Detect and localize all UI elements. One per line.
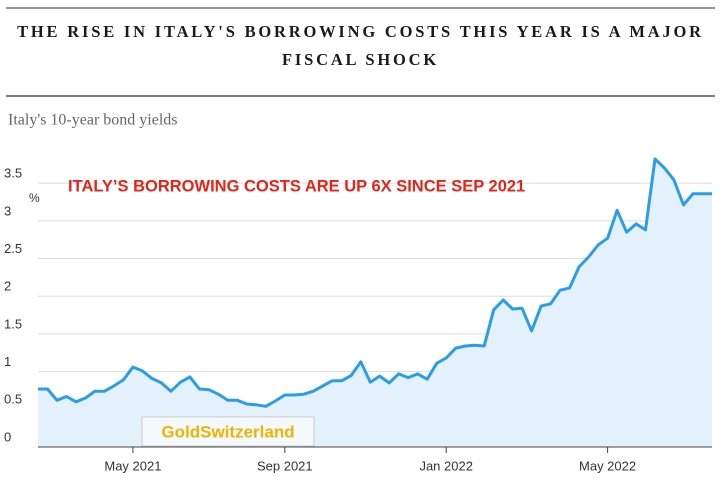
annotation: ITALY’S BORROWING COSTS ARE UP 6X SINCE … (68, 177, 525, 195)
watermark-box (141, 416, 315, 447)
x-tick-label: Sep 2021 (257, 458, 313, 473)
y-tick-label: 2.5 (4, 241, 22, 256)
x-tick-label: May 2022 (579, 458, 636, 473)
y-tick-label: 2 (4, 279, 11, 294)
line (38, 157, 712, 408)
y-tick-label: 3.5 (4, 166, 22, 181)
y-tick-label: 0.5 (4, 392, 22, 407)
chart-title: THE RISE IN ITALY'S BORROWING COSTS THIS… (17, 22, 704, 69)
y-tick-label: 3 (4, 203, 11, 218)
x-tick-label: Jan 2022 (419, 458, 473, 473)
y-tick-label: 1 (4, 354, 11, 369)
y-tick-label: 1.5 (4, 316, 22, 331)
y-tick-label: 0 (4, 429, 11, 444)
y-unit: % (29, 191, 40, 205)
watermark: GoldSwitzerland (161, 422, 294, 441)
area (38, 159, 712, 447)
x-tick-label: May 2021 (104, 458, 161, 473)
subtitle: Italy's 10-year bond yields (8, 112, 178, 129)
